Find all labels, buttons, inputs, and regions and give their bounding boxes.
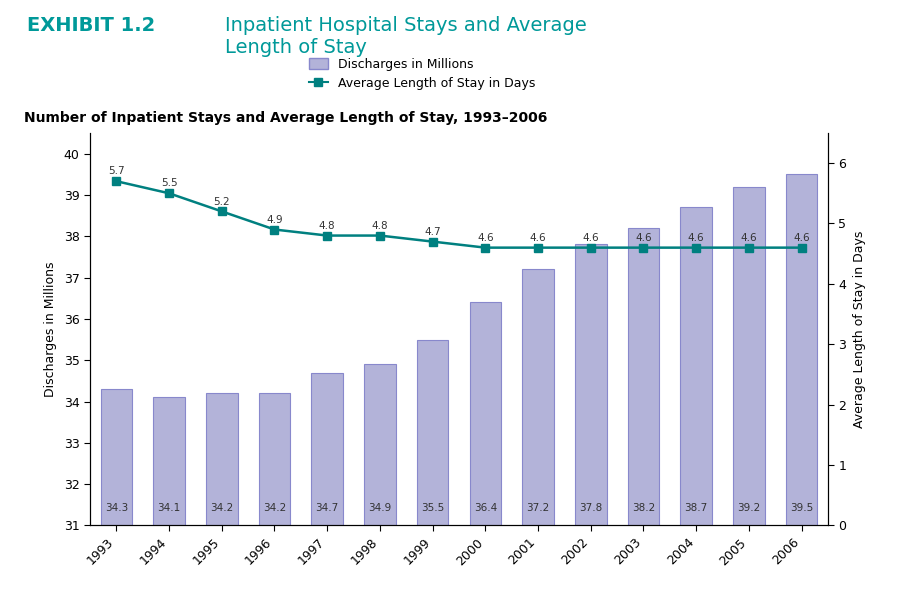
Text: 39.2: 39.2 xyxy=(737,503,760,513)
Bar xyxy=(734,187,765,604)
Text: 4.9: 4.9 xyxy=(266,214,283,225)
Text: 4.6: 4.6 xyxy=(477,233,494,243)
Text: 39.5: 39.5 xyxy=(790,503,814,513)
Legend: Discharges in Millions, Average Length of Stay in Days: Discharges in Millions, Average Length o… xyxy=(304,53,540,95)
Text: 36.4: 36.4 xyxy=(473,503,497,513)
Text: 34.7: 34.7 xyxy=(316,503,338,513)
Text: Inpatient Hospital Stays and Average
Length of Stay: Inpatient Hospital Stays and Average Len… xyxy=(225,16,587,57)
Text: 5.2: 5.2 xyxy=(213,196,230,207)
Bar xyxy=(258,393,291,604)
Text: 4.6: 4.6 xyxy=(688,233,705,243)
Bar xyxy=(470,303,501,604)
Text: 4.6: 4.6 xyxy=(635,233,652,243)
Bar xyxy=(627,228,660,604)
Bar xyxy=(364,364,396,604)
Bar xyxy=(786,174,817,604)
Bar xyxy=(311,373,343,604)
Text: 34.2: 34.2 xyxy=(263,503,286,513)
Text: 4.6: 4.6 xyxy=(582,233,599,243)
Text: 5.5: 5.5 xyxy=(161,178,177,188)
Text: Number of Inpatient Stays and Average Length of Stay, 1993–2006: Number of Inpatient Stays and Average Le… xyxy=(23,111,547,125)
Bar xyxy=(206,393,238,604)
Bar xyxy=(575,245,607,604)
Y-axis label: Average Length of Stay in Days: Average Length of Stay in Days xyxy=(853,231,867,428)
Bar xyxy=(522,269,554,604)
Text: 38.2: 38.2 xyxy=(632,503,655,513)
Text: EXHIBIT 1.2: EXHIBIT 1.2 xyxy=(27,16,155,35)
Text: 38.7: 38.7 xyxy=(685,503,707,513)
Text: 34.3: 34.3 xyxy=(104,503,128,513)
Text: 4.7: 4.7 xyxy=(424,226,441,237)
Text: 4.6: 4.6 xyxy=(530,233,546,243)
Y-axis label: Discharges in Millions: Discharges in Millions xyxy=(44,262,57,397)
Text: 4.6: 4.6 xyxy=(793,233,810,243)
Text: 5.7: 5.7 xyxy=(108,166,125,176)
Bar xyxy=(417,339,448,604)
Text: 37.8: 37.8 xyxy=(580,503,602,513)
Bar xyxy=(153,397,184,604)
Text: 4.8: 4.8 xyxy=(319,220,336,231)
Bar xyxy=(101,389,132,604)
Bar xyxy=(680,207,712,604)
Text: 4.6: 4.6 xyxy=(741,233,757,243)
Text: 4.8: 4.8 xyxy=(372,220,388,231)
Text: 34.2: 34.2 xyxy=(211,503,233,513)
Text: 34.1: 34.1 xyxy=(158,503,181,513)
Text: 34.9: 34.9 xyxy=(368,503,392,513)
Text: 35.5: 35.5 xyxy=(421,503,445,513)
Text: 37.2: 37.2 xyxy=(526,503,550,513)
